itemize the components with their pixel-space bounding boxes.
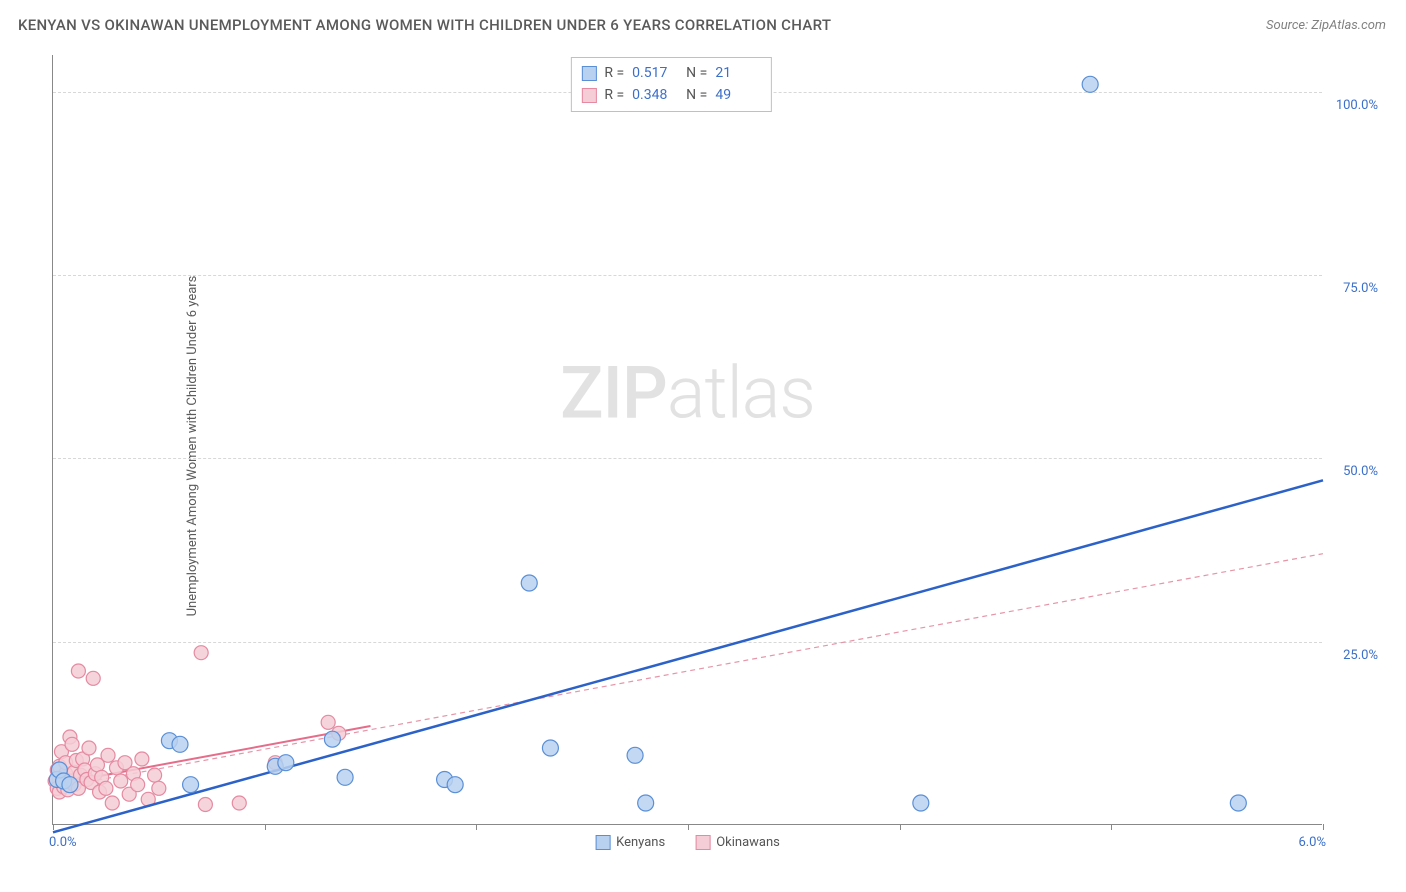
plot-area: ZIPatlas 25.0%50.0%75.0%100.0% R = 0.517…	[52, 55, 1322, 825]
source-attribution: Source: ZipAtlas.com	[1266, 18, 1386, 33]
legend-swatch	[595, 835, 610, 850]
legend-label: Kenyans	[616, 835, 665, 850]
r-label: R =	[604, 84, 624, 106]
legend-label: Okinawans	[716, 835, 780, 850]
data-point	[521, 575, 537, 591]
data-point	[105, 796, 119, 810]
bottom-legend: Kenyans Okinawans	[595, 835, 780, 850]
plot-svg	[53, 55, 1322, 824]
n-value-kenyans: 21	[715, 62, 761, 84]
data-point	[447, 777, 463, 793]
data-point	[638, 795, 654, 811]
stats-row-okinawans: R = 0.348 N = 49	[581, 84, 761, 106]
n-label: N =	[686, 84, 707, 106]
data-point	[198, 797, 212, 811]
trend-line	[53, 480, 1323, 832]
data-point	[71, 664, 85, 678]
stats-row-kenyans: R = 0.517 N = 21	[581, 62, 761, 84]
data-point	[62, 777, 78, 793]
r-value-okinawans: 0.348	[632, 84, 678, 106]
data-point	[86, 671, 100, 685]
legend-item: Kenyans	[595, 835, 665, 850]
data-point	[627, 747, 643, 763]
data-point	[232, 796, 246, 810]
r-label: R =	[604, 62, 624, 84]
swatch-kenyans	[581, 66, 596, 81]
data-point	[321, 715, 335, 729]
data-point	[183, 777, 199, 793]
data-point	[131, 778, 145, 792]
x-max-label: 6.0%	[1298, 835, 1326, 850]
data-point	[152, 781, 166, 795]
data-point	[172, 736, 188, 752]
data-point	[114, 774, 128, 788]
swatch-okinawans	[581, 88, 596, 103]
data-point	[148, 768, 162, 782]
data-point	[135, 752, 149, 766]
data-point	[337, 769, 353, 785]
x-min-label: 0.0%	[49, 835, 77, 850]
y-tick-label: 50.0%	[1343, 464, 1378, 479]
r-value-kenyans: 0.517	[632, 62, 678, 84]
data-point	[278, 755, 294, 771]
data-point	[1230, 795, 1246, 811]
data-point	[542, 740, 558, 756]
chart-title: KENYAN VS OKINAWAN UNEMPLOYMENT AMONG WO…	[18, 16, 831, 34]
y-tick-label: 100.0%	[1336, 98, 1378, 113]
n-label: N =	[686, 62, 707, 84]
legend-swatch	[695, 835, 710, 850]
data-point	[913, 795, 929, 811]
data-point	[82, 741, 96, 755]
data-point	[1082, 76, 1098, 92]
data-point	[194, 646, 208, 660]
data-point	[101, 748, 115, 762]
trend-line	[53, 554, 1323, 789]
data-point	[65, 737, 79, 751]
data-point	[324, 731, 340, 747]
y-tick-label: 75.0%	[1343, 281, 1378, 296]
legend-item: Okinawans	[695, 835, 780, 850]
data-point	[99, 781, 113, 795]
correlation-stats-box: R = 0.517 N = 21 R = 0.348 N = 49	[570, 57, 772, 112]
n-value-okinawans: 49	[715, 84, 761, 106]
y-tick-label: 25.0%	[1343, 648, 1378, 663]
